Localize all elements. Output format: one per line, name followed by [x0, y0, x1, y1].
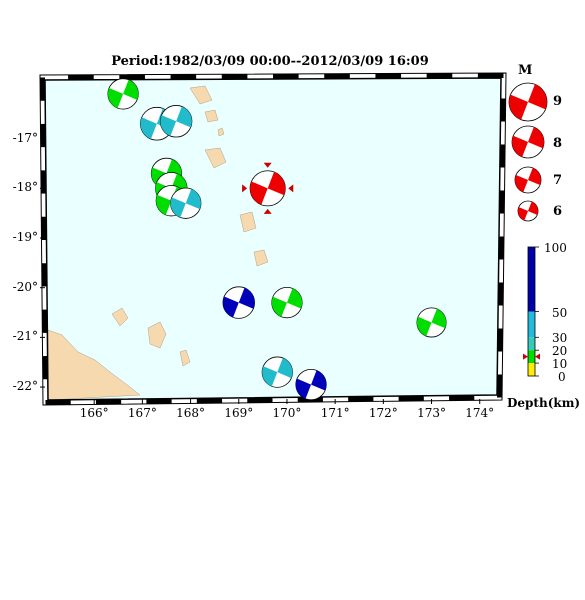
map-title: Period:1982/03/09 00:00--2012/03/09 16:0…	[111, 54, 429, 69]
lon-tick-label: 169°	[224, 406, 254, 420]
magnitude-legend-title: M	[518, 63, 533, 78]
lon-tick-label: 173°	[417, 406, 446, 420]
event-beachball	[249, 170, 286, 207]
latest-event-triangle	[263, 162, 272, 168]
depth-tick-100: 100	[544, 241, 567, 255]
lat-tick-label: -19°	[12, 230, 38, 244]
event-beachball	[416, 307, 447, 338]
mag-legend-label-8: 8	[553, 136, 563, 151]
event-beachball	[222, 286, 255, 319]
loyalty-island-2	[111, 307, 129, 327]
event-beachball	[261, 356, 293, 388]
depth-band	[528, 363, 535, 376]
vanuatu-island-malekula	[204, 147, 227, 169]
lat-tick-label: -17°	[12, 130, 38, 145]
lon-tick-label: 168°	[176, 406, 206, 420]
lat-tick-label: -22°	[12, 379, 38, 394]
map-frame	[39, 72, 507, 406]
lon-tick-label: 170°	[272, 406, 302, 420]
latest-event-triangle	[263, 208, 272, 214]
lon-tick-label: 174°	[465, 406, 495, 420]
lat-tick-label: -21°	[12, 329, 38, 344]
event-beachball	[170, 187, 202, 219]
depth-tick-50: 50	[552, 306, 568, 320]
event-beachball	[271, 286, 303, 319]
lon-tick-label: 171°	[320, 406, 350, 420]
vanuatu-island-espiritu	[189, 85, 213, 105]
depth-scale-title: Depth(km)	[507, 396, 581, 410]
event-beachball	[295, 368, 327, 401]
mag-legend-label-9: 9	[553, 94, 563, 109]
event-beachball	[159, 105, 193, 138]
mag-legend-ball-7	[514, 166, 542, 194]
event-beachball	[107, 78, 139, 110]
vanuatu-island-efate	[239, 211, 257, 233]
depth-marker-left	[523, 353, 528, 360]
magnitude-legend	[508, 82, 548, 222]
depth-tick-20: 20	[552, 344, 568, 358]
latest-event-triangle	[288, 184, 294, 193]
depth-color-scale	[523, 246, 540, 377]
vanuatu-island-small	[217, 127, 225, 137]
loyalty-island-3	[179, 349, 191, 367]
lon-tick-label: 167°	[127, 406, 157, 420]
loyalty-island-1	[147, 321, 167, 349]
latest-event-markers	[242, 162, 294, 214]
lon-tick-label: 172°	[368, 406, 398, 420]
mag-legend-ball-8	[511, 125, 545, 159]
new-caledonia-island	[47, 329, 141, 401]
mag-legend-label-6: 6	[553, 204, 563, 219]
lat-tick-label: -18°	[12, 180, 38, 195]
vanuatu-island-2	[204, 109, 219, 123]
mag-legend-ball-6	[517, 200, 539, 222]
earthquake-events	[107, 78, 447, 401]
lat-tick-label: -20°	[12, 279, 38, 294]
land-masses	[47, 85, 269, 401]
depth-band	[528, 247, 535, 312]
depth-marker-right	[535, 353, 540, 360]
depth-band	[528, 311, 535, 338]
mag-legend-label-7: 7	[553, 173, 563, 188]
depth-tick-0: 0	[558, 370, 566, 384]
latest-event-triangle	[242, 184, 248, 193]
depth-tick-10: 10	[552, 357, 568, 371]
depth-tick-30: 30	[552, 331, 568, 345]
mag-legend-ball-9	[508, 82, 548, 122]
depth-band	[528, 350, 535, 364]
lon-tick-label: 166°	[79, 406, 109, 420]
depth-band	[528, 337, 535, 351]
ocean-area	[45, 78, 501, 400]
vanuatu-island-tanna	[253, 249, 269, 267]
